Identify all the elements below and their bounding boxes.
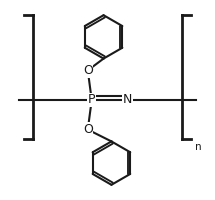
Text: P: P — [88, 93, 95, 106]
Text: O: O — [83, 123, 93, 136]
Text: O: O — [83, 64, 93, 77]
Text: N: N — [123, 93, 132, 106]
Text: n: n — [195, 142, 202, 152]
